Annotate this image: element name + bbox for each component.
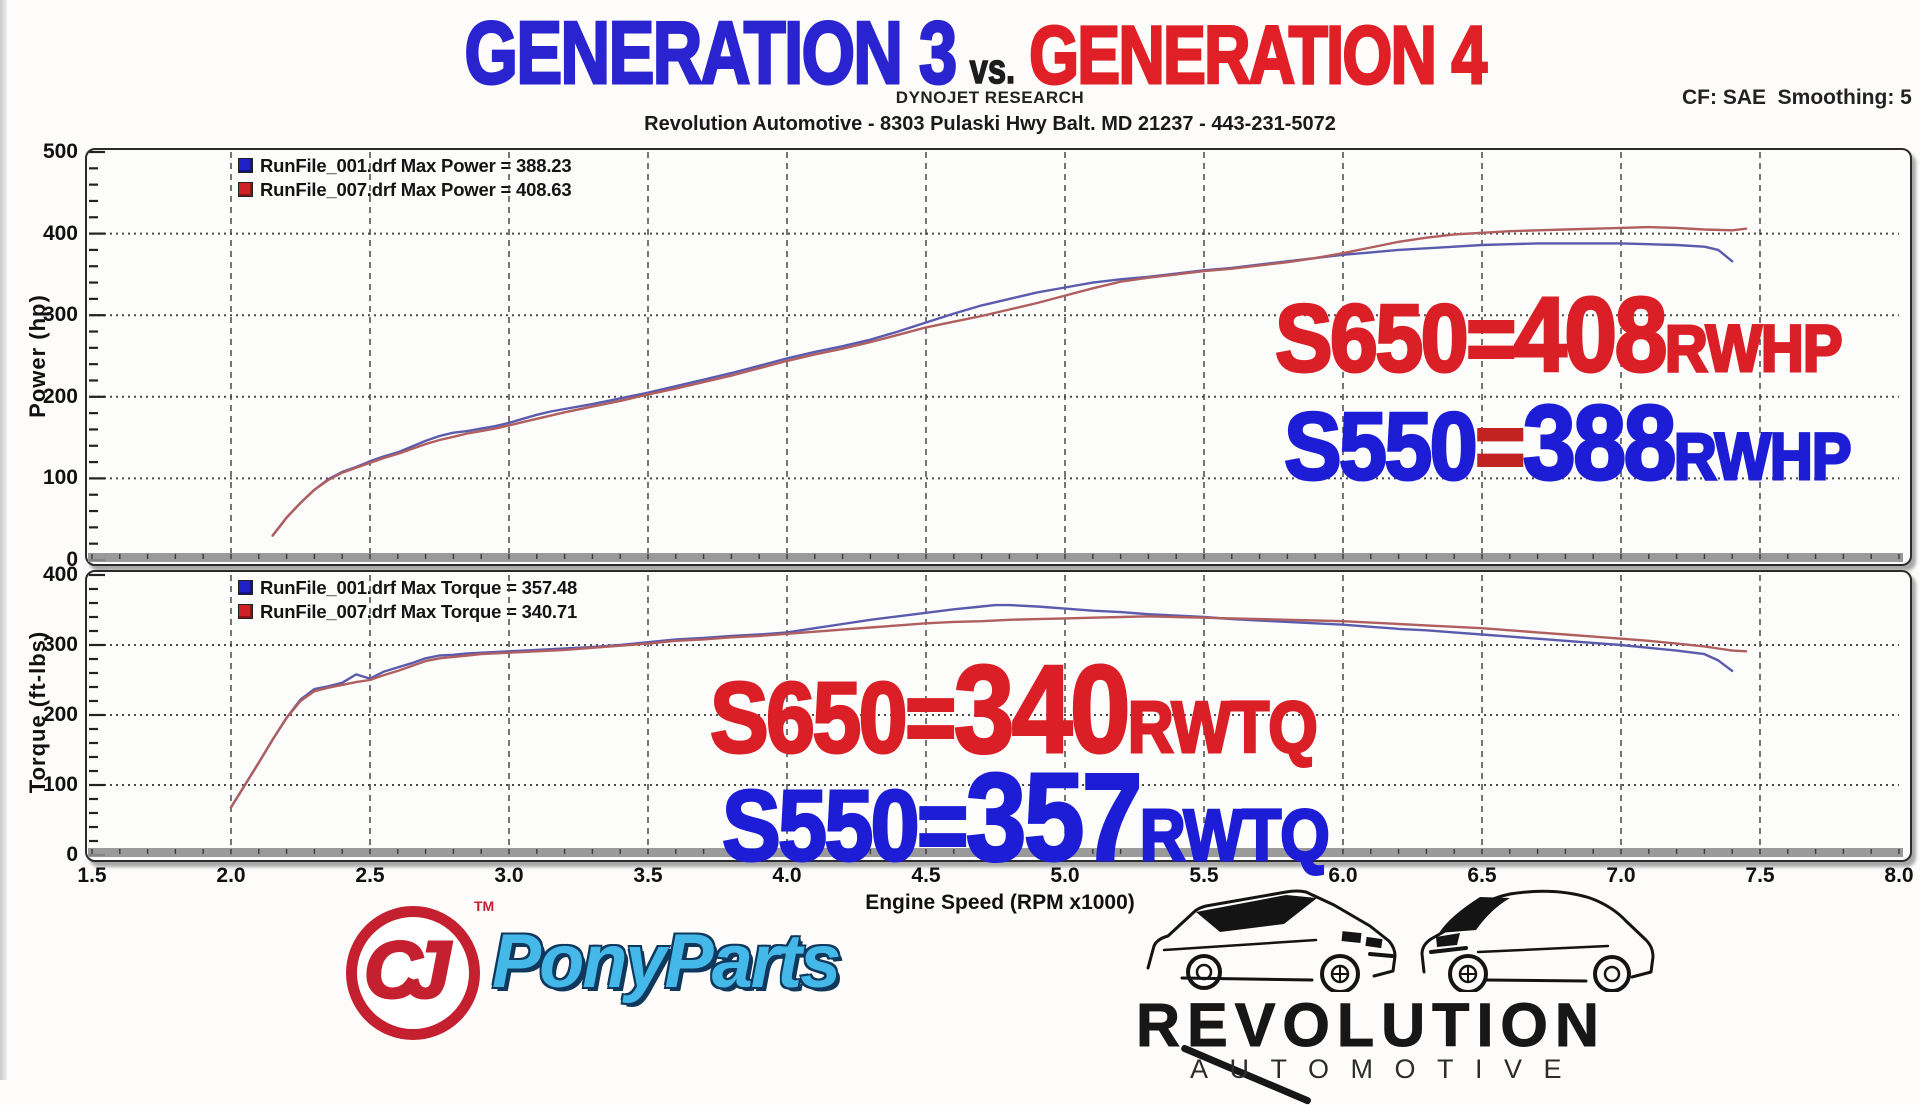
cj-pony-parts-logo: CJ TM PonyParts: [338, 898, 841, 1063]
ponyparts-wordmark: PonyParts: [492, 919, 841, 1004]
x-tick-label: 4.5: [911, 864, 941, 887]
y-tick-label: 400: [42, 221, 78, 245]
x-tick-label: 2.5: [355, 864, 385, 887]
automotive-wordmark: AUTOMOTIVE: [1190, 1054, 1584, 1084]
legend-swatch-icon: [238, 182, 253, 197]
page-title: GENERATION 3 vs. GENERATION 4: [463, 2, 1488, 104]
x-tick-label: 5.0: [1050, 864, 1080, 887]
annotation-unit: RWTQ: [1139, 796, 1331, 876]
legend-swatch-icon: [238, 604, 253, 619]
annotation-text: S550: [1283, 393, 1479, 500]
x-tick-label: 7.0: [1606, 864, 1636, 887]
x-tick-label: 6.5: [1467, 864, 1497, 887]
annotation-s550-power: S550=388RWHP: [1283, 389, 1853, 498]
trademark-symbol: TM: [474, 898, 495, 914]
y-tick-label: 100: [42, 773, 78, 796]
annotation-s650-power: S650=408RWHP: [1274, 281, 1844, 390]
y-tick-label: 400: [42, 563, 78, 586]
legend-label: RunFile_001.drf Max Power = 388.23: [260, 154, 572, 176]
x-tick-label: 3.0: [494, 864, 524, 887]
y-tick-label: 300: [42, 633, 78, 656]
y-tick-label: 0: [66, 843, 78, 866]
y-tick-label: 300: [42, 303, 78, 327]
legend-swatch-icon: [238, 580, 253, 595]
x-tick-label: 8.0: [1884, 864, 1914, 887]
annotation-value: 388: [1521, 384, 1677, 502]
annotation-equals: =: [916, 770, 970, 882]
legend-item: RunFile_007.drf Max Torque = 340.71: [238, 600, 577, 623]
photo-edge-strip: [0, 0, 7, 1080]
y-tick-label: 100: [42, 466, 78, 490]
legend-label: RunFile_007.drf Max Power = 408.63: [260, 178, 572, 200]
annotation-equals: =: [1465, 285, 1518, 392]
cj-monogram: CJ: [362, 924, 451, 1016]
mustang-silhouettes-icon: [1146, 889, 1655, 992]
correction-smoothing-note: CF: SAE Smoothing: 5: [1682, 86, 1912, 109]
power-legend: RunFile_001.drf Max Power = 388.23 RunFil…: [238, 154, 572, 201]
x-tick-label: 3.5: [633, 864, 663, 887]
annotation-text: S550: [721, 770, 921, 882]
legend-item: RunFile_001.drf Max Power = 388.23: [238, 154, 572, 177]
legend-item: RunFile_007.drf Max Power = 408.63: [238, 178, 572, 201]
cj-circle-emblem-icon: [346, 906, 480, 1040]
title-vs: vs.: [969, 44, 1016, 93]
annotation-equals: =: [1474, 393, 1527, 500]
annotation-s550-torque: S550=357RWTQ: [721, 755, 1331, 882]
y-tick-label: 200: [42, 703, 78, 726]
x-tick-label: 2.0: [216, 864, 246, 887]
legend-item: RunFile_001.drf Max Torque = 357.48: [238, 576, 577, 599]
revolution-wordmark: REVOLUTION: [1136, 991, 1606, 1060]
title-generation-3: GENERATION 3: [463, 2, 958, 104]
legend-swatch-icon: [238, 158, 253, 173]
title-generation-4: GENERATION 4: [1028, 9, 1488, 103]
y-tick-label: 500: [42, 140, 78, 163]
x-axis-label: Engine Speed (RPM x1000): [865, 891, 1135, 914]
x-tick-label: 4.0: [772, 864, 802, 887]
x-tick-label: 6.0: [1328, 864, 1358, 887]
y-tick-label: 200: [42, 384, 78, 408]
x-tick-label: 7.5: [1745, 864, 1775, 887]
x-tick-label: 1.5: [77, 864, 107, 887]
annotation-text: S650: [1274, 285, 1470, 392]
dynojet-research-label: DYNOJET RESEARCH: [895, 88, 1085, 107]
legend-label: RunFile_007.drf Max Torque = 340.71: [260, 600, 578, 622]
revolution-automotive-logo: REVOLUTION AUTOMOTIVE: [1128, 882, 1688, 1105]
legend-label: RunFile_001.drf Max Torque = 357.48: [260, 576, 578, 598]
y-tick-label: 0: [66, 548, 78, 571]
annotation-value: 408: [1512, 276, 1668, 394]
annotation-unit: RWHP: [1663, 311, 1843, 385]
x-tick-label: 5.5: [1189, 864, 1219, 887]
torque-legend: RunFile_001.drf Max Torque = 357.48 RunFi…: [238, 576, 577, 623]
annotation-value: 357: [964, 749, 1143, 887]
shop-address-line: Revolution Automotive - 8303 Pulaski Hwy…: [644, 113, 1336, 135]
annotation-unit: RWHP: [1672, 419, 1852, 493]
